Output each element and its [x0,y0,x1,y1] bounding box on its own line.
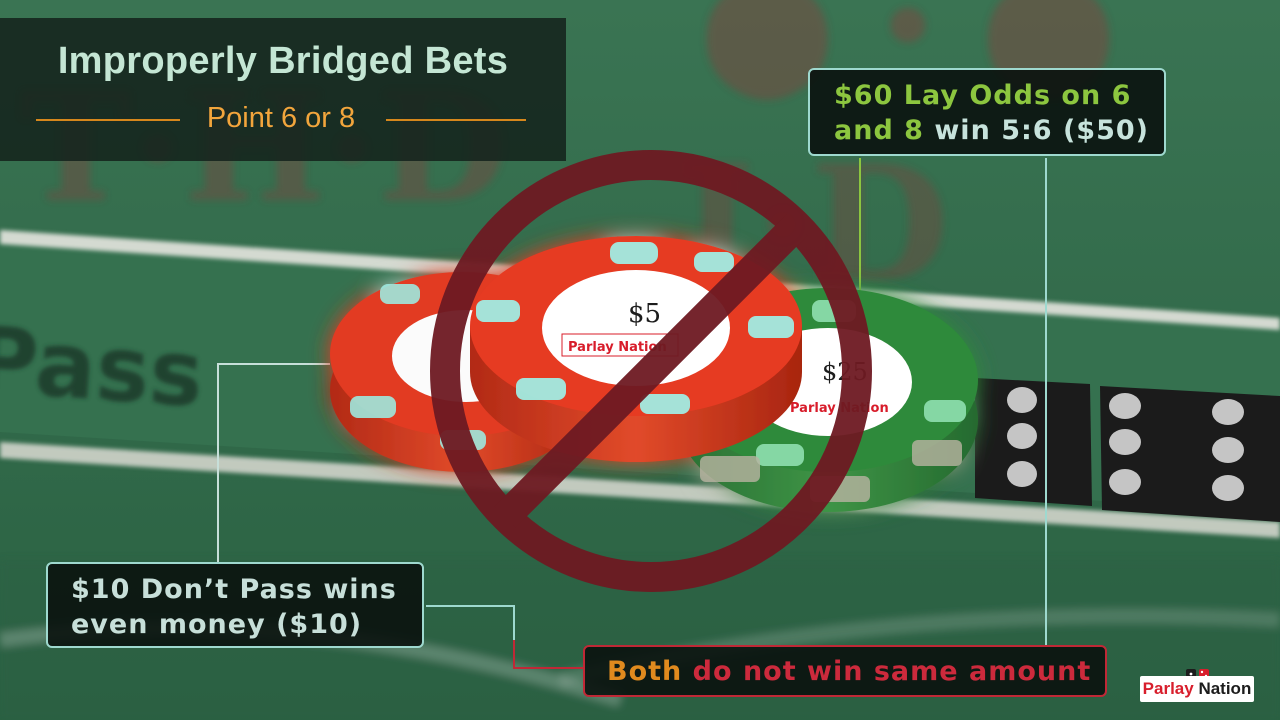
lay-odds-line-2: win 5:6 ($50) [923,115,1149,146]
title-panel: Improperly Bridged Bets Point 6 or 8 [0,18,566,161]
logo-part-1: Parlay [1142,679,1194,698]
connector-lines [217,158,1047,669]
chip-5-brand: Parlay Nation [568,340,667,355]
subtitle-divider-right [386,119,526,121]
logo-part-2: Nation [1198,679,1252,698]
lay-odds-callout: $60 Lay Odds on 6 and 8 win 5:6 ($50) [808,68,1166,156]
dice-icon [975,378,1280,522]
conclusion-highlight: Both [607,656,683,687]
lay-odds-line-1: $60 Lay Odds on 6 [834,80,1132,111]
table-pass-text: Pass [0,307,207,428]
lay-odds-line-2-highlight: and 8 [834,115,924,146]
subtitle-divider-left [36,119,180,121]
parlay-nation-logo[interactable]: Parlay Nation [1140,676,1254,702]
subtitle-row: Point 6 or 8 [36,100,526,140]
prohibition-sign-icon [430,150,872,592]
chip-5-value: $5 [628,299,661,329]
dont-pass-callout: $10 Don’t Pass wins even money ($10) [46,562,424,648]
page-subtitle: Point 6 or 8 [206,102,356,134]
conclusion-callout: Both do not win same amount [583,645,1107,697]
pass-line-band: Pass [0,230,1280,538]
dont-pass-line-1: $10 Don’t Pass wins [71,574,397,605]
conclusion-text: do not win same amount [682,656,1092,687]
dont-pass-line-2: even money ($10) [71,609,363,640]
page-title: Improperly Bridged Bets [57,40,509,82]
